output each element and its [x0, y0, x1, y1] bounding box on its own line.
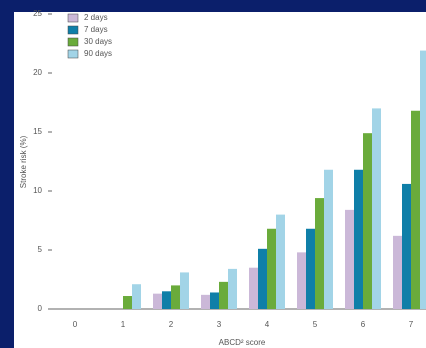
- y-tick-label: 0: [38, 304, 43, 313]
- legend-swatch: [67, 37, 79, 47]
- x-tick-label: 2: [169, 320, 174, 329]
- y-tick-label: 25: [33, 9, 42, 18]
- y-tick-label: 15: [33, 127, 42, 136]
- bar: [363, 133, 372, 309]
- bar: [267, 228, 276, 309]
- x-tick-label: 7: [409, 320, 414, 329]
- x-tick-label: 5: [313, 320, 318, 329]
- bar: [123, 296, 132, 309]
- legend-label: 7 days: [84, 25, 108, 34]
- bar: [153, 293, 162, 309]
- bar: [306, 228, 315, 309]
- y-tick-label: 5: [38, 245, 43, 254]
- legend-swatch: [67, 49, 79, 59]
- bar: [219, 281, 228, 309]
- x-tick-label: 4: [265, 320, 270, 329]
- legend-label: 2 days: [84, 13, 108, 22]
- bar: [393, 235, 402, 309]
- y-axis-title: Stroke risk (%): [19, 135, 28, 188]
- bar: [315, 198, 324, 309]
- bar: [258, 248, 267, 309]
- x-axis-title: ABCD² score: [219, 338, 266, 347]
- bar: [162, 291, 171, 309]
- bar: [171, 285, 180, 309]
- bar: [180, 272, 189, 309]
- bar: [276, 214, 285, 309]
- bar: [201, 294, 210, 309]
- bar: [372, 108, 381, 310]
- bar: [249, 267, 258, 309]
- x-tick-label: 0: [73, 320, 78, 329]
- legend-swatch: [67, 13, 79, 23]
- bar: [324, 169, 333, 309]
- bar: [354, 169, 363, 309]
- y-tick-label: 10: [33, 186, 42, 195]
- bar: [297, 252, 306, 309]
- bar: [345, 209, 354, 309]
- y-tick-label: 20: [33, 68, 42, 77]
- bar: [210, 292, 219, 309]
- x-tick-label: 1: [121, 320, 126, 329]
- legend-label: 90 days: [84, 49, 112, 58]
- bar: [411, 110, 420, 309]
- bar: [420, 50, 426, 309]
- legend-swatch: [67, 25, 79, 35]
- bar: [402, 183, 411, 309]
- bar: [228, 268, 237, 309]
- legend-label: 30 days: [84, 37, 112, 46]
- x-tick-label: 3: [217, 320, 222, 329]
- bar: [132, 284, 141, 309]
- x-tick-label: 6: [361, 320, 366, 329]
